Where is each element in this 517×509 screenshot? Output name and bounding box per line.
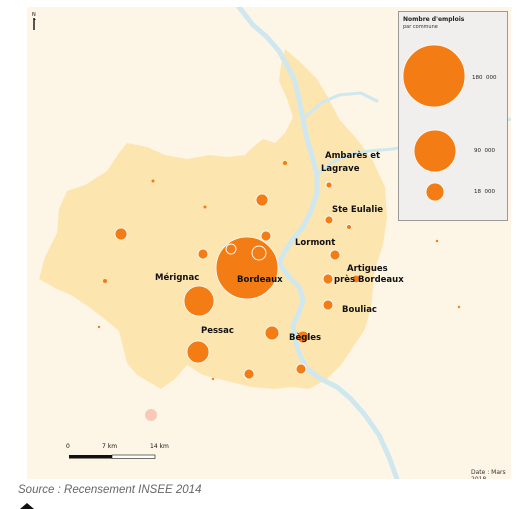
bubble-south-1 bbox=[243, 368, 255, 380]
legend-value-medium: 90 000 bbox=[474, 148, 495, 154]
outside-commune-bubble bbox=[150, 412, 156, 418]
river-garonne bbox=[236, 7, 400, 479]
bubble-bordeaux-inner bbox=[225, 243, 237, 255]
bubble-eysines bbox=[197, 248, 209, 260]
bubble-ambares bbox=[325, 181, 333, 189]
place-label-ambares: Ambarès et Lagrave bbox=[321, 150, 380, 174]
bubble-pessac bbox=[186, 340, 210, 364]
map-frame: Ambarès et Lagrave Ste Eulalie Lormont Ar… bbox=[27, 7, 511, 479]
metropole-territory bbox=[39, 49, 387, 389]
legend-value-large: 180 000 bbox=[472, 75, 497, 81]
place-label-lormont: Lormont bbox=[295, 238, 335, 248]
place-label-bouliac: Bouliac bbox=[342, 305, 377, 315]
place-label-begles: Bègles bbox=[289, 332, 321, 343]
logo-icon bbox=[20, 503, 34, 509]
bubble-west bbox=[114, 227, 128, 241]
place-label-merignac: Mérignac bbox=[155, 272, 199, 283]
north-arrow-icon: N bbox=[32, 12, 36, 30]
legend-bubble-large bbox=[402, 44, 466, 108]
legend-bubble-medium bbox=[413, 129, 457, 173]
place-label-bordeaux: Bordeaux bbox=[237, 275, 283, 285]
bubble-merignac bbox=[183, 285, 215, 317]
map-canvas: Ambarès et Lagrave Ste Eulalie Lormont Ar… bbox=[32, 7, 511, 479]
scale-bar bbox=[69, 454, 156, 459]
bubble-villenave bbox=[295, 363, 307, 375]
source-note: Source : Recensement INSEE 2014 bbox=[18, 484, 202, 496]
legend-symbols bbox=[402, 44, 466, 202]
bubble-bordeaux bbox=[215, 236, 279, 300]
legend-value-small: 18 000 bbox=[474, 189, 495, 195]
scale-label-14: 14 km bbox=[150, 443, 169, 450]
bubble-north-1 bbox=[255, 193, 269, 207]
bubble-north-2 bbox=[260, 230, 272, 242]
map-legend: Nombre d'emplois par commune 180 000 90 … bbox=[398, 11, 508, 221]
bubble-ste-eulalie bbox=[324, 215, 334, 225]
svg-text:N: N bbox=[32, 12, 36, 18]
place-label-pessac: Pessac bbox=[201, 326, 234, 336]
bubble-lormont bbox=[329, 249, 341, 261]
legend-subtitle: par commune bbox=[403, 24, 438, 30]
legend-title: Nombre d'emplois bbox=[403, 16, 465, 23]
bubble-artigues bbox=[322, 273, 334, 285]
bubble-begles bbox=[296, 330, 310, 344]
bubble-bouliac bbox=[322, 299, 334, 311]
bubble-bordeaux-inner bbox=[251, 245, 267, 261]
place-label-artigues: Artigues près Bordeaux bbox=[334, 264, 404, 285]
scale-label-0: 0 bbox=[66, 443, 70, 450]
legend-bubble-small bbox=[425, 182, 445, 202]
scale-label-7: 7 km bbox=[102, 443, 118, 450]
place-label-ste-eulalie: Ste Eulalie bbox=[332, 205, 383, 215]
commune-bubbles bbox=[114, 181, 361, 380]
bubble-talence bbox=[264, 325, 280, 341]
date-note: Date : Mars 2018 bbox=[471, 469, 506, 479]
river-estuary bbox=[301, 91, 379, 121]
bubble-small-east bbox=[346, 224, 352, 230]
small-commune-dots bbox=[97, 161, 461, 381]
bubble-artigues-2 bbox=[351, 274, 361, 284]
